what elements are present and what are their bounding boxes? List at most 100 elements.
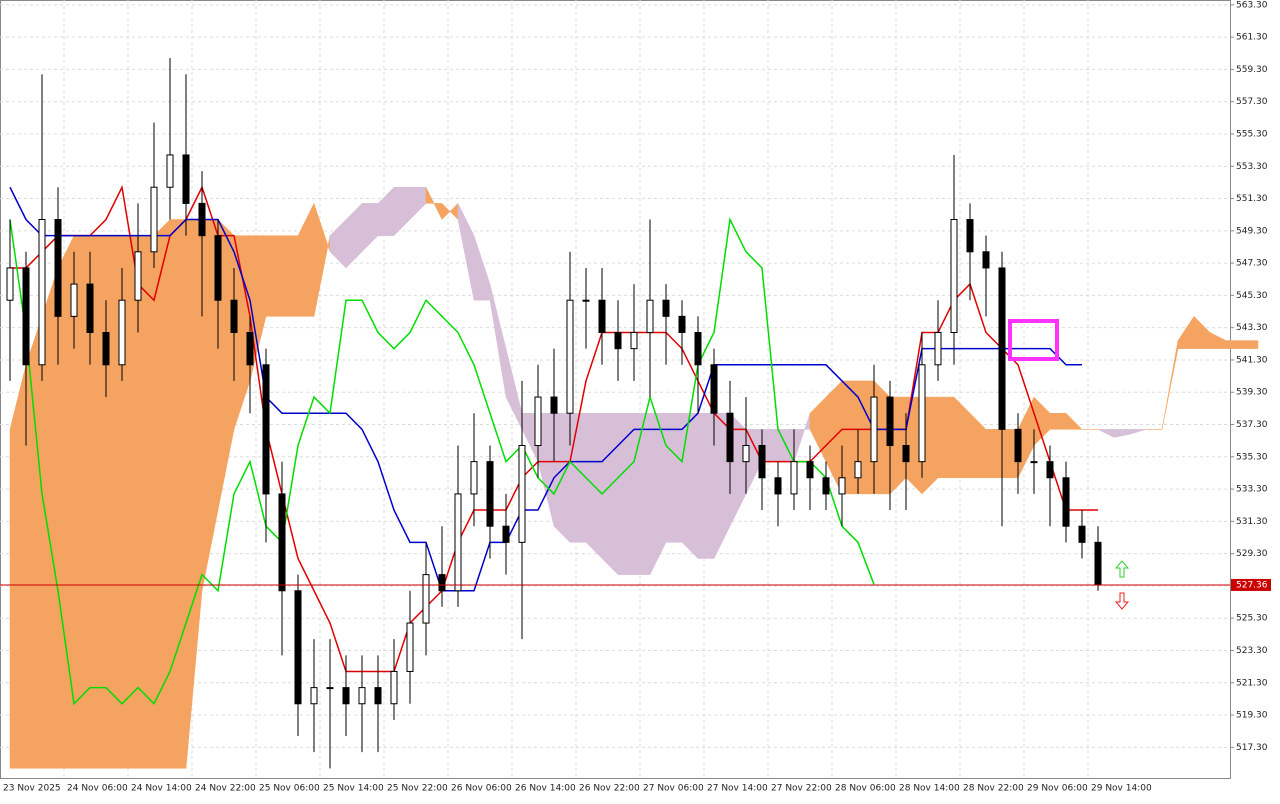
x-tick-label: 26 Nov 14:00 [515,784,576,794]
cloud-segment [345,202,363,269]
candle-body [582,299,590,302]
candle-body [534,396,542,446]
candle-body [982,251,990,269]
cloud-segment [473,235,491,301]
x-tick-label: 28 Nov 14:00 [899,784,960,794]
candle-body [918,364,926,463]
x-tick-label: 26 Nov 06:00 [451,784,512,794]
cloud [9,186,1259,769]
candle-body [486,461,494,527]
cloud-segment [169,219,187,769]
candle-body [806,461,814,479]
candle-body [54,219,62,317]
x-tick-label: 25 Nov 14:00 [323,784,384,794]
x-tick-label: 28 Nov 22:00 [963,784,1024,794]
candle-body [998,267,1006,430]
candle-body [134,251,142,301]
candle-body [614,332,622,350]
candle-body [310,687,318,705]
y-tick-label: 563.30 [1236,0,1268,10]
candle-body [70,283,78,317]
cloud-segment [393,186,411,237]
candles [6,58,1102,769]
y-tick-label: 523.30 [1236,646,1268,656]
candle-body [230,299,238,334]
candle-body [838,477,846,495]
candle-body [854,461,862,479]
candle-body [6,267,14,301]
cloud-segment [441,202,459,221]
candle-body [822,477,830,495]
cloud-segment [1065,412,1083,430]
candle-body [342,687,350,705]
y-tick-label: 521.30 [1236,678,1268,688]
y-tick-label: 533.30 [1236,485,1268,495]
candle-body [934,332,942,366]
candle-body [1062,477,1070,527]
cloud-segment [633,412,651,575]
y-tick-label: 551.30 [1236,194,1268,204]
candle-body [518,444,526,543]
cloud-segment [425,187,443,220]
y-tick-label: 539.30 [1236,388,1268,398]
candle-body [38,219,46,366]
cloud-segment [377,186,395,236]
cloud-segment [265,235,283,317]
candle-body [710,364,718,414]
candle-body [630,332,638,350]
candle-body [166,154,174,188]
y-tick-label: 557.30 [1236,97,1268,107]
cloud-segment [985,429,1003,479]
y-tick-label: 535.30 [1236,452,1268,462]
y-tick-label: 555.30 [1236,129,1268,139]
x-tick-label: 25 Nov 06:00 [259,784,320,794]
candle-body [358,687,366,705]
candle-body [902,444,910,463]
candle-body [662,299,670,317]
candle-body [86,283,94,334]
candle-body [678,315,686,334]
candle-body [1014,428,1022,463]
candle-body [118,299,126,366]
cloud-segment [665,412,683,543]
cloud-segment [953,396,971,479]
plot-frame [0,0,1231,779]
candle-body [790,461,798,495]
y-tick-label: 537.30 [1236,420,1268,430]
candle-body [774,477,782,495]
indicator-line [9,186,1082,592]
y-tick-label: 519.30 [1236,711,1268,721]
cloud-segment [697,412,715,559]
cloud-segment [1129,429,1147,435]
price-label-box [1231,578,1271,591]
y-tick-label: 559.30 [1236,65,1268,75]
x-tick-label: 25 Nov 22:00 [387,784,448,794]
cloud-segment [361,203,379,253]
candle-body [742,444,750,463]
y-tick-label: 531.30 [1236,517,1268,527]
candle-body [1078,525,1086,543]
cloud-segment [409,186,427,221]
candle-body [694,332,702,366]
cloud-segment [1193,315,1211,349]
cloud-segment [1049,412,1067,430]
candle-body [758,444,766,479]
cloud-segment [1097,429,1115,438]
candle-body [726,412,734,463]
cloud-segment [681,412,699,560]
candle-body [198,202,206,237]
cloud-segment [809,396,827,462]
indicator-line [10,184,1098,673]
down-arrow [1114,592,1130,610]
x-tick-label: 23 Nov 2025 [3,784,61,794]
cloud-segment [1241,340,1259,349]
x-tick-label: 29 Nov 06:00 [1027,784,1088,794]
cloud-segment [297,203,315,317]
up-arrow [1114,560,1130,578]
cloud-segment [1177,315,1195,349]
cloud-segment [25,316,43,769]
cloud-segment [569,412,587,543]
cloud-segment [185,219,203,769]
